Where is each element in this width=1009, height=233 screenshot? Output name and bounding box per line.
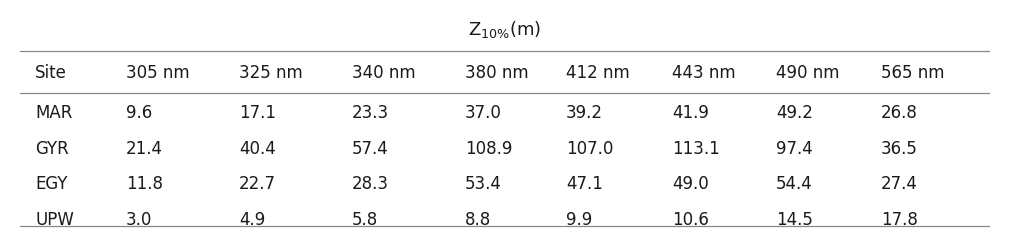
Text: 37.0: 37.0 (465, 104, 502, 122)
Text: 21.4: 21.4 (126, 140, 163, 158)
Text: 340 nm: 340 nm (352, 64, 416, 82)
Text: 53.4: 53.4 (465, 175, 502, 193)
Text: 28.3: 28.3 (352, 175, 389, 193)
Text: 5.8: 5.8 (352, 211, 378, 229)
Text: 8.8: 8.8 (465, 211, 491, 229)
Text: 108.9: 108.9 (465, 140, 513, 158)
Text: MAR: MAR (35, 104, 73, 122)
Text: 22.7: 22.7 (239, 175, 276, 193)
Text: 17.1: 17.1 (239, 104, 276, 122)
Text: 490 nm: 490 nm (776, 64, 839, 82)
Text: 41.9: 41.9 (672, 104, 709, 122)
Text: 47.1: 47.1 (566, 175, 603, 193)
Text: 412 nm: 412 nm (566, 64, 630, 82)
Text: 23.3: 23.3 (352, 104, 389, 122)
Text: 57.4: 57.4 (352, 140, 388, 158)
Text: 9.6: 9.6 (126, 104, 152, 122)
Text: 305 nm: 305 nm (126, 64, 190, 82)
Text: 325 nm: 325 nm (239, 64, 303, 82)
Text: 36.5: 36.5 (881, 140, 918, 158)
Text: 565 nm: 565 nm (881, 64, 944, 82)
Text: GYR: GYR (35, 140, 69, 158)
Text: UPW: UPW (35, 211, 75, 229)
Text: 4.9: 4.9 (239, 211, 265, 229)
Text: EGY: EGY (35, 175, 68, 193)
Text: 97.4: 97.4 (776, 140, 812, 158)
Text: 54.4: 54.4 (776, 175, 812, 193)
Text: 40.4: 40.4 (239, 140, 275, 158)
Text: 9.9: 9.9 (566, 211, 592, 229)
Text: 113.1: 113.1 (672, 140, 719, 158)
Text: 14.5: 14.5 (776, 211, 813, 229)
Text: 27.4: 27.4 (881, 175, 918, 193)
Text: 49.0: 49.0 (672, 175, 708, 193)
Text: 17.8: 17.8 (881, 211, 918, 229)
Text: 39.2: 39.2 (566, 104, 603, 122)
Text: 10.6: 10.6 (672, 211, 709, 229)
Text: Z$_{10\%}$(m): Z$_{10\%}$(m) (468, 19, 541, 40)
Text: 443 nm: 443 nm (672, 64, 736, 82)
Text: 26.8: 26.8 (881, 104, 918, 122)
Text: 107.0: 107.0 (566, 140, 613, 158)
Text: 49.2: 49.2 (776, 104, 813, 122)
Text: 11.8: 11.8 (126, 175, 163, 193)
Text: 380 nm: 380 nm (465, 64, 529, 82)
Text: Site: Site (35, 64, 68, 82)
Text: 3.0: 3.0 (126, 211, 152, 229)
